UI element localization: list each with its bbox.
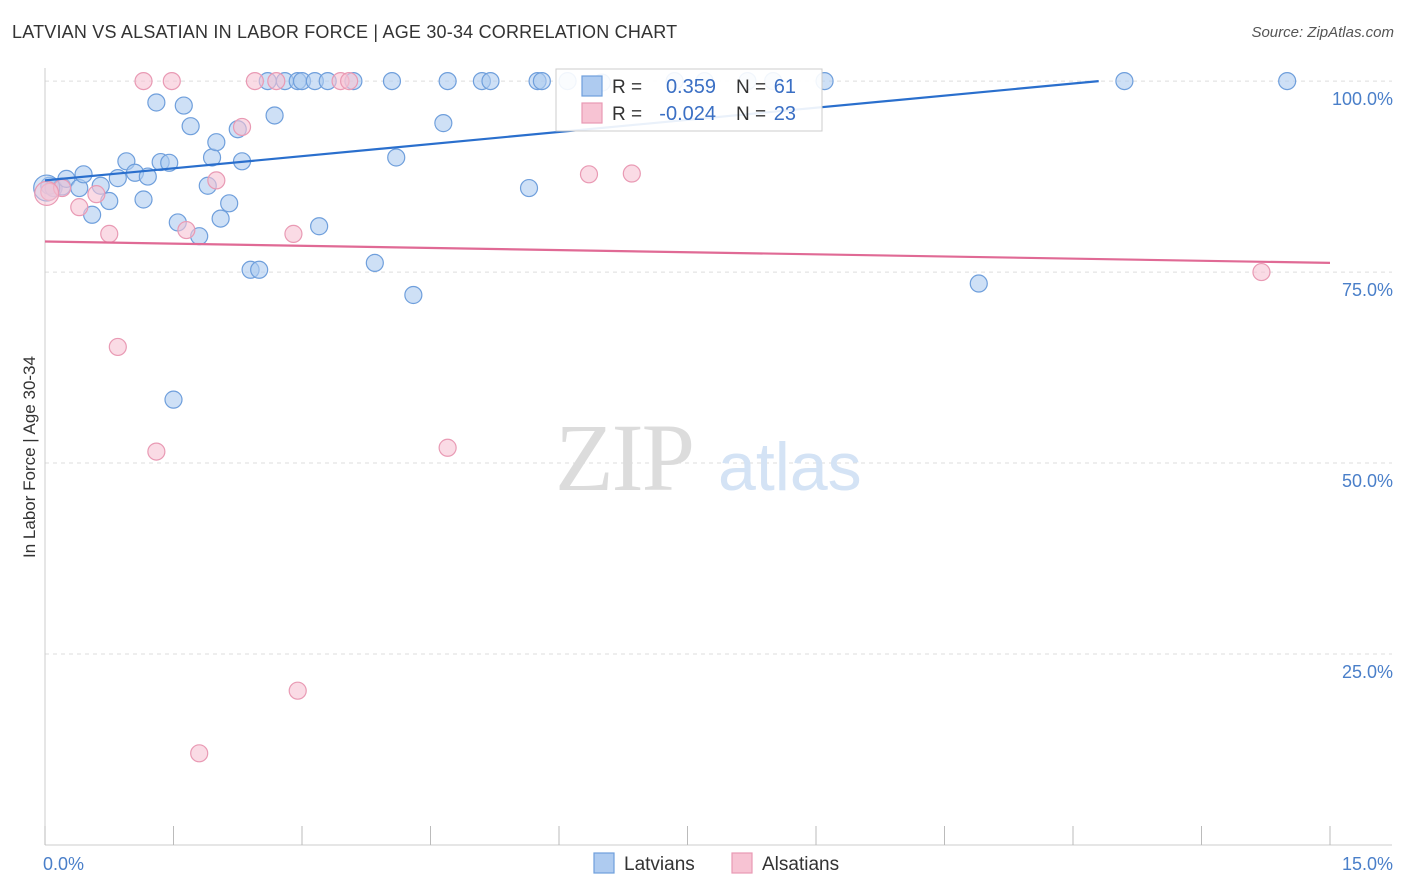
latvian-point-14 <box>147 93 166 112</box>
alsatian-point-12 <box>232 117 252 137</box>
alsatian-point-7 <box>147 442 166 461</box>
watermark: ZIP atlas <box>555 404 862 511</box>
latvian-point-58 <box>969 274 988 293</box>
x-tick-label-15: 15.0% <box>1342 854 1393 874</box>
latvian-n-label: N = <box>736 77 766 98</box>
latvian-point-45 <box>438 71 457 91</box>
alsatian-point-20 <box>579 165 599 184</box>
latvian-point-41 <box>382 71 402 91</box>
alsatian-point-5 <box>108 337 127 357</box>
alsatian-point-6 <box>134 71 153 91</box>
latvian-r-label: R = <box>612 77 642 98</box>
alsatian-point-4 <box>100 224 119 243</box>
latvian-point-5 <box>74 165 93 184</box>
y-tick-label-25: 25.0% <box>1342 662 1393 682</box>
alsatian-r-label: R = <box>612 104 642 125</box>
alsatian-points <box>34 71 1271 763</box>
alsatian-point-19 <box>438 438 457 457</box>
latvian-n-value: 61 <box>774 76 796 98</box>
latvian-swatch <box>581 75 603 97</box>
alsatian-point-10 <box>190 744 209 763</box>
alsatian-point-11 <box>207 171 226 190</box>
x-tick-labels: 0.0% 15.0% <box>43 854 1393 874</box>
latvian-point-16 <box>160 153 179 172</box>
x-axis-ticks <box>44 826 1331 845</box>
latvian-point-20 <box>181 117 200 136</box>
latvian-point-19 <box>174 96 193 115</box>
alsatian-trend-line <box>44 240 1331 265</box>
alsatian-point-2 <box>70 198 89 217</box>
latvian-point-12 <box>134 190 153 209</box>
bottom-legend: Latvians Alsatians <box>593 852 839 875</box>
y-tick-label-75: 75.0% <box>1342 280 1393 300</box>
alsatian-n-value: 23 <box>774 103 796 125</box>
latvian-point-17 <box>164 390 183 409</box>
latvian-point-13 <box>138 167 157 186</box>
alsatian-point-21 <box>622 164 641 183</box>
latvian-point-44 <box>434 114 453 133</box>
stats-legend-box: R = 0.359 N = 61 R = -0.024 N = 23 <box>555 68 823 132</box>
legend-latvians-label: Latvians <box>624 854 695 875</box>
legend-latvians-swatch <box>593 852 615 874</box>
chart-source: Source: ZipAtlas.com <box>1251 24 1394 41</box>
chart-title: LATVIAN VS ALSATIAN IN LABOR FORCE | AGE… <box>12 22 678 42</box>
alsatian-r-value: -0.024 <box>659 103 716 125</box>
latvian-point-50 <box>532 71 551 91</box>
alsatian-point-22 <box>1252 262 1271 282</box>
latvian-r-value: 0.359 <box>666 76 716 98</box>
latvian-point-40 <box>365 253 384 273</box>
alsatian-point-16 <box>288 681 307 700</box>
alsatian-point-3 <box>87 185 106 204</box>
latvian-point-32 <box>265 106 284 125</box>
alsatian-point-8 <box>162 71 181 91</box>
alsatian-point-large <box>34 180 60 206</box>
alsatian-point-13 <box>245 71 264 91</box>
latvian-point-42 <box>387 148 406 167</box>
latvian-point-30 <box>250 260 269 279</box>
latvian-point-43 <box>404 285 423 305</box>
latvian-point-24 <box>207 133 226 152</box>
watermark-zip: ZIP <box>555 404 693 511</box>
legend-alsatians-label: Alsatians <box>762 854 839 875</box>
watermark-atlas: atlas <box>718 429 862 505</box>
y-tick-label-100: 100.0% <box>1332 89 1393 109</box>
latvian-point-59 <box>1115 71 1134 91</box>
latvian-point-60 <box>1278 71 1297 91</box>
y-tick-labels: 25.0% 50.0% 75.0% 100.0% <box>1332 89 1393 682</box>
y-tick-label-50: 50.0% <box>1342 471 1393 491</box>
alsatian-swatch <box>581 102 603 124</box>
latvian-point-37 <box>310 217 329 236</box>
latvian-point-25 <box>211 209 230 228</box>
alsatian-point-15 <box>284 224 303 243</box>
legend-alsatians-swatch <box>731 852 753 874</box>
latvian-point-48 <box>519 178 539 198</box>
alsatian-point-18 <box>340 71 359 91</box>
latvian-point-26 <box>220 194 239 213</box>
alsatian-n-label: N = <box>736 104 766 125</box>
alsatian-point-9 <box>177 220 196 240</box>
alsatian-point-14 <box>267 71 286 91</box>
latvian-point-47 <box>481 71 500 91</box>
x-tick-label-0: 0.0% <box>43 854 84 874</box>
